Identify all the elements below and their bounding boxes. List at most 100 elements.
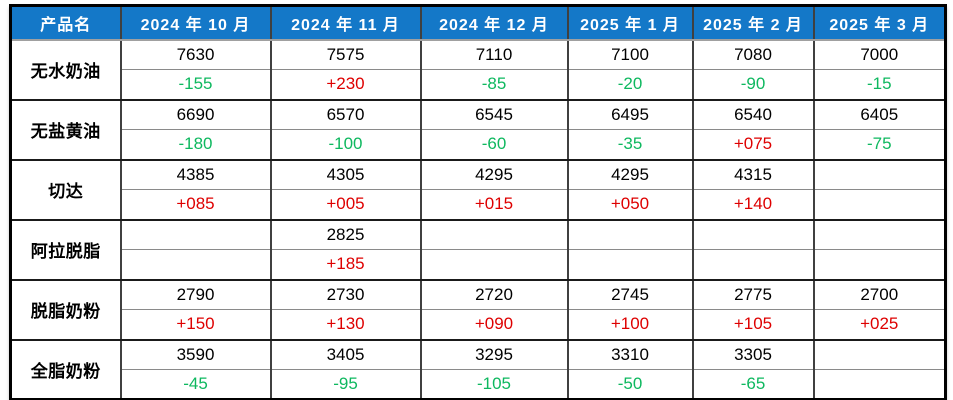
header-month-2025-01: 2025 年 1 月 — [566, 5, 694, 41]
price-cell: 4385 — [119, 159, 272, 190]
change-cell: -35 — [566, 129, 694, 161]
change-cell — [812, 369, 947, 400]
header-month-2024-10: 2024 年 10 月 — [119, 5, 272, 41]
product-name: 无盐黄油 — [9, 99, 122, 161]
change-cell: -85 — [419, 69, 569, 101]
price-cell: 6405 — [812, 99, 947, 130]
change-row: +185 — [11, 249, 947, 281]
price-cell: 4305 — [269, 159, 422, 190]
change-cell — [119, 249, 272, 281]
table-container: 产品名 2024 年 10 月 2024 年 11 月 2024 年 12 月 … — [9, 4, 947, 400]
change-cell: -75 — [812, 129, 947, 161]
change-cell: -15 — [812, 69, 947, 101]
change-cell: -50 — [566, 369, 694, 400]
change-cell: +085 — [119, 189, 272, 221]
price-cell: 6570 — [269, 99, 422, 130]
change-cell: -65 — [691, 369, 815, 400]
price-cell — [691, 219, 815, 250]
header-month-2025-03: 2025 年 3 月 — [812, 5, 947, 41]
price-cell: 7110 — [419, 39, 569, 70]
change-cell — [419, 249, 569, 281]
change-cell: +050 — [566, 189, 694, 221]
price-row: 阿拉脱脂 2825 — [9, 219, 947, 281]
price-cell: 7575 — [269, 39, 422, 70]
price-cell: 2790 — [119, 279, 272, 310]
product-name: 全脂奶粉 — [9, 339, 122, 400]
price-cell: 6540 — [691, 99, 815, 130]
price-cell — [812, 339, 947, 370]
price-cell: 4295 — [566, 159, 694, 190]
product-name: 切达 — [9, 159, 122, 221]
change-cell: +075 — [691, 129, 815, 161]
change-cell: -60 — [419, 129, 569, 161]
price-cell — [812, 219, 947, 250]
price-cell: 3405 — [269, 339, 422, 370]
change-row: -45 -95 -105 -50 -65 — [11, 369, 947, 400]
change-row: +085 +005 +015 +050 +140 — [11, 189, 947, 221]
price-cell: 4295 — [419, 159, 569, 190]
price-cell — [566, 219, 694, 250]
price-cell — [812, 159, 947, 190]
price-row: 全脂奶粉 3590 3405 3295 3310 3305 — [9, 339, 947, 400]
change-cell: +130 — [269, 309, 422, 341]
price-cell: 4315 — [691, 159, 815, 190]
price-cell: 6495 — [566, 99, 694, 130]
change-cell — [812, 189, 947, 221]
change-cell: +185 — [269, 249, 422, 281]
price-cell: 2825 — [269, 219, 422, 250]
change-cell: -95 — [269, 369, 422, 400]
change-cell — [566, 249, 694, 281]
change-cell: -45 — [119, 369, 272, 400]
price-cell: 7630 — [119, 39, 272, 70]
change-cell: -180 — [119, 129, 272, 161]
change-cell: +015 — [419, 189, 569, 221]
price-row: 脱脂奶粉 2790 2730 2720 2745 2775 2700 — [9, 279, 947, 341]
price-cell: 6690 — [119, 99, 272, 130]
change-cell: +140 — [691, 189, 815, 221]
header-product-name: 产品名 — [9, 5, 122, 41]
price-row: 无盐黄油 6690 6570 6545 6495 6540 6405 — [9, 99, 947, 161]
price-cell: 2720 — [419, 279, 569, 310]
price-cell: 6545 — [419, 99, 569, 130]
price-cell: 2775 — [691, 279, 815, 310]
header-month-2025-02: 2025 年 2 月 — [691, 5, 815, 41]
change-cell: +150 — [119, 309, 272, 341]
price-cell: 2700 — [812, 279, 947, 310]
price-cell: 7000 — [812, 39, 947, 70]
price-row: 切达 4385 4305 4295 4295 4315 — [9, 159, 947, 221]
change-cell: +025 — [812, 309, 947, 341]
price-cell: 7100 — [566, 39, 694, 70]
change-cell — [691, 249, 815, 281]
price-cell: 2730 — [269, 279, 422, 310]
change-cell: -105 — [419, 369, 569, 400]
change-cell: -20 — [566, 69, 694, 101]
price-cell — [419, 219, 569, 250]
product-name: 无水奶油 — [9, 39, 122, 101]
product-name: 脱脂奶粉 — [9, 279, 122, 341]
price-cell — [119, 219, 272, 250]
change-cell: -155 — [119, 69, 272, 101]
price-cell: 3305 — [691, 339, 815, 370]
product-name: 阿拉脱脂 — [9, 219, 122, 281]
header-row: 产品名 2024 年 10 月 2024 年 11 月 2024 年 12 月 … — [9, 5, 947, 41]
change-cell: +230 — [269, 69, 422, 101]
header-month-2024-12: 2024 年 12 月 — [419, 5, 569, 41]
change-cell: +090 — [419, 309, 569, 341]
price-cell: 3310 — [566, 339, 694, 370]
price-cell: 3295 — [419, 339, 569, 370]
change-cell — [812, 249, 947, 281]
change-cell: +105 — [691, 309, 815, 341]
dairy-price-table: 产品名 2024 年 10 月 2024 年 11 月 2024 年 12 月 … — [9, 4, 947, 400]
price-row: 无水奶油 7630 7575 7110 7100 7080 7000 — [9, 39, 947, 101]
price-cell: 2745 — [566, 279, 694, 310]
header-month-2024-11: 2024 年 11 月 — [269, 5, 422, 41]
change-cell: -100 — [269, 129, 422, 161]
change-cell: -90 — [691, 69, 815, 101]
change-row: -180 -100 -60 -35 +075 -75 — [11, 129, 947, 161]
price-cell: 3590 — [119, 339, 272, 370]
change-cell: +100 — [566, 309, 694, 341]
price-cell: 7080 — [691, 39, 815, 70]
change-cell: +005 — [269, 189, 422, 221]
change-row: -155 +230 -85 -20 -90 -15 — [11, 69, 947, 101]
